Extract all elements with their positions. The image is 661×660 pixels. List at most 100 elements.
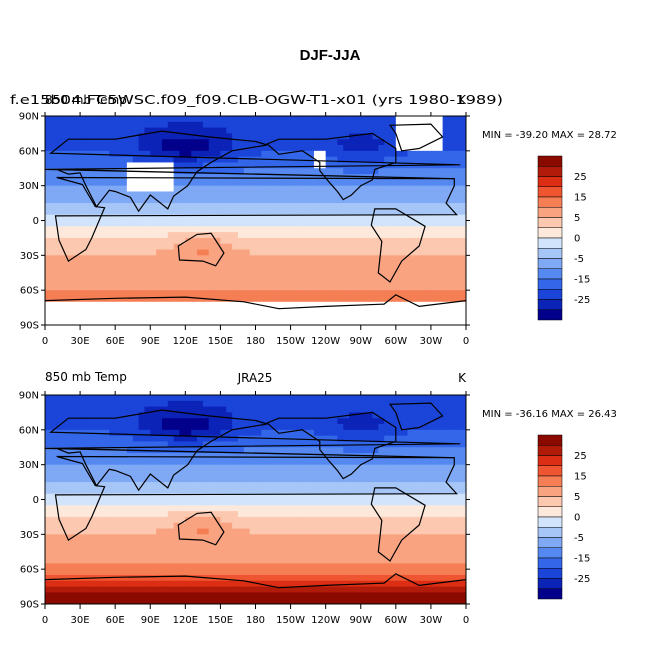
heatmap-cell: [68, 220, 75, 227]
heatmap-cell: [161, 150, 169, 158]
heatmap-cell: [273, 412, 280, 419]
heatmap-cell: [80, 168, 87, 175]
heatmap-cell: [202, 168, 210, 175]
heatmap-cell: [173, 133, 180, 140]
heatmap-cell: [331, 522, 338, 529]
heatmap-cell: [360, 261, 367, 268]
heatmap-cell: [395, 116, 403, 123]
heatmap-cell: [430, 116, 438, 123]
heatmap-cell: [232, 226, 239, 233]
heatmap-cell: [144, 313, 151, 320]
heatmap-cell: [202, 145, 210, 152]
heatmap-cell: [150, 272, 157, 279]
heatmap-cell: [337, 232, 344, 239]
heatmap-cell: [50, 487, 58, 495]
heatmap-cell: [126, 487, 134, 495]
heatmap-cell: [337, 528, 344, 535]
heatmap-cell: [226, 569, 233, 576]
heatmap-cell: [103, 266, 110, 274]
heatmap-cell: [308, 168, 315, 175]
heatmap-cell: [413, 424, 420, 431]
heatmap-cell: [389, 412, 397, 419]
heatmap-cell: [372, 278, 379, 285]
heatmap-cell: [144, 203, 151, 210]
heatmap-cell: [185, 162, 192, 169]
heatmap-cell: [267, 127, 274, 134]
heatmap-cell: [319, 499, 327, 506]
heatmap-cell: [115, 464, 122, 471]
heatmap-cell: [237, 116, 245, 123]
heatmap-cell: [255, 197, 262, 204]
heatmap-cell: [68, 156, 75, 163]
heatmap-cell: [80, 121, 87, 129]
heatmap-cell: [267, 563, 274, 570]
heatmap-cell: [103, 156, 110, 163]
heatmap-cell: [237, 400, 245, 408]
heatmap-cell: [243, 551, 251, 558]
heatmap-cell: [249, 116, 256, 123]
heatmap-cell: [401, 424, 408, 431]
heatmap-cell: [413, 214, 420, 221]
heatmap-cell: [161, 441, 169, 448]
heatmap-cell: [436, 464, 444, 471]
heatmap-cell: [85, 505, 93, 512]
heatmap-cell: [425, 540, 432, 547]
heatmap-cell: [191, 290, 198, 297]
heatmap-cell: [460, 482, 466, 489]
heatmap-cell: [261, 418, 268, 425]
heatmap-cell: [419, 185, 426, 192]
heatmap-cell: [313, 540, 321, 547]
heatmap-cell: [249, 266, 256, 274]
heatmap-cell: [337, 220, 344, 227]
heatmap-cell: [436, 447, 444, 454]
heatmap-cell: [202, 150, 210, 158]
heatmap-cell: [349, 145, 356, 152]
heatmap-cell: [243, 191, 251, 198]
heatmap-cell: [156, 493, 163, 500]
panel-2-left-title: 850 mb Temp: [45, 370, 127, 384]
heatmap-cell: [384, 290, 391, 297]
heatmap-cell: [430, 400, 438, 408]
heatmap-cell: [208, 307, 215, 314]
heatmap-cell: [448, 429, 455, 437]
heatmap-cell: [126, 499, 134, 506]
heatmap-cell: [395, 569, 403, 576]
heatmap-cell: [185, 534, 192, 541]
heatmap-cell: [261, 150, 268, 158]
heatmap-cell: [343, 156, 350, 163]
heatmap-cell: [132, 121, 139, 129]
heatmap-cell: [132, 150, 139, 158]
heatmap-cell: [267, 395, 274, 402]
heatmap-cell: [389, 499, 397, 506]
heatmap-cell: [302, 203, 309, 210]
heatmap-cell: [208, 400, 215, 408]
heatmap-cell: [413, 464, 420, 471]
heatmap-cell: [284, 545, 291, 553]
heatmap-cell: [325, 313, 332, 320]
heatmap-cell: [191, 139, 198, 146]
heatmap-cell: [389, 295, 397, 303]
heatmap-cell: [185, 307, 192, 314]
heatmap-cell: [226, 284, 233, 291]
heatmap-cell: [343, 470, 350, 477]
heatmap-cell: [126, 464, 134, 471]
heatmap-cell: [202, 511, 210, 518]
heatmap-cell: [460, 214, 466, 221]
heatmap-cell: [337, 278, 344, 285]
heatmap-cell: [284, 185, 291, 192]
heatmap-cell: [202, 272, 210, 279]
heatmap-cell: [220, 203, 227, 210]
heatmap-cell: [132, 464, 139, 471]
heatmap-cell: [226, 499, 233, 506]
heatmap-cell: [267, 145, 274, 152]
heatmap-cell: [442, 243, 449, 250]
heatmap-cell: [284, 295, 291, 303]
heatmap-cell: [401, 179, 408, 187]
heatmap-cell: [232, 464, 239, 471]
heatmap-cell: [208, 487, 215, 495]
heatmap-cell: [121, 220, 128, 227]
heatmap-cell: [132, 511, 139, 518]
heatmap-cell: [430, 232, 438, 239]
heatmap-cell: [220, 255, 227, 262]
heatmap-cell: [161, 319, 169, 325]
